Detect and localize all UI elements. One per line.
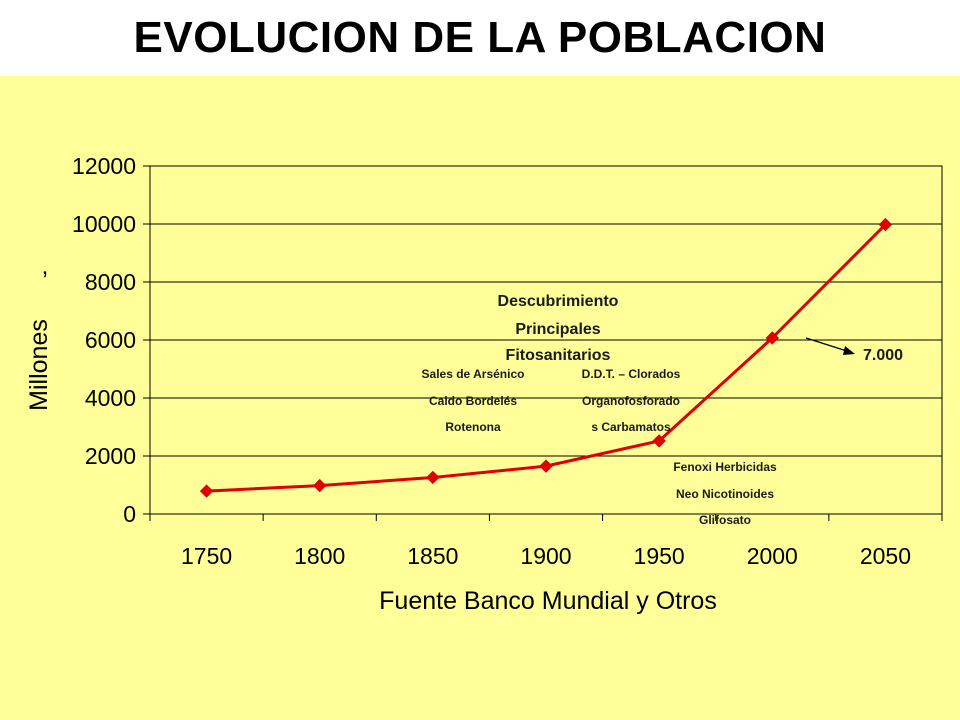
y-tick-label: 10000 xyxy=(72,211,136,237)
x-tick-label: 1800 xyxy=(294,543,345,569)
annotation-group3-line-3: Glifosato xyxy=(699,513,751,527)
data-point-marker xyxy=(426,470,440,485)
y-axis-tick-mark: , xyxy=(42,252,49,280)
x-axis-title: Fuente Banco Mundial y Otros xyxy=(379,587,717,615)
grid-layer xyxy=(150,165,942,457)
callout-arrow-line xyxy=(805,337,851,353)
data-point-marker xyxy=(539,459,553,473)
y-tick-label: 8000 xyxy=(85,269,136,295)
y-axis-title: Millones xyxy=(25,319,53,411)
axes-layer xyxy=(143,165,943,521)
y-tick-label: 4000 xyxy=(85,385,136,411)
data-point-marker xyxy=(878,217,893,232)
annotation-group2-line-3: s Carbamatos xyxy=(591,420,671,434)
tick-layer: 0 2000 4000 6000 8000 10000 12000 1750 1800 1850 1… xyxy=(72,153,911,569)
x-tick-label: 1750 xyxy=(181,543,232,569)
plot-border xyxy=(149,165,943,515)
annotation-group1-line-3: Rotenona xyxy=(445,420,501,434)
data-point-marker xyxy=(652,434,666,448)
x-tick-label: 2050 xyxy=(860,543,911,569)
y-tick-label: 12000 xyxy=(72,153,136,179)
annotation-group2-line-2: Organofosforado xyxy=(582,394,680,408)
x-tick-label: 1900 xyxy=(520,543,571,569)
annotation-heading-line-1: Descubrimiento xyxy=(498,293,619,310)
title-band: EVOLUCION DE LA POBLACION xyxy=(0,0,960,76)
series-layer xyxy=(199,217,893,498)
x-tick-label: 1950 xyxy=(634,543,685,569)
y-tick-label: 2000 xyxy=(85,443,136,469)
annotation-group1-line-2: Caldo Bordelés xyxy=(429,394,517,408)
slide-title: EVOLUCION DE LA POBLACION xyxy=(133,13,827,62)
data-point-marker xyxy=(765,331,779,345)
annotation-group3-line-2: Neo Nicotinoides xyxy=(676,487,774,501)
y-tick-label: 6000 xyxy=(85,327,136,353)
value-callout: 7.000 xyxy=(863,347,903,364)
callout-arrow-head xyxy=(843,346,855,355)
x-tick-label: 1850 xyxy=(407,543,458,569)
x-tick-label: 2000 xyxy=(747,543,798,569)
annotation-group1-line-1: Sales de Arsénico xyxy=(422,367,525,381)
data-point-marker xyxy=(313,478,327,493)
annotation-heading-line-2: Principales xyxy=(515,321,600,338)
data-point-marker xyxy=(199,484,214,498)
annotation-group2-line-1: D.D.T. – Clorados xyxy=(582,367,681,381)
annotation-group3-line-1: Fenoxi Herbicidas xyxy=(673,460,777,474)
annotation-heading-line-3: Fitosanitarios xyxy=(506,347,611,364)
y-tick-label: 0 xyxy=(123,501,136,527)
